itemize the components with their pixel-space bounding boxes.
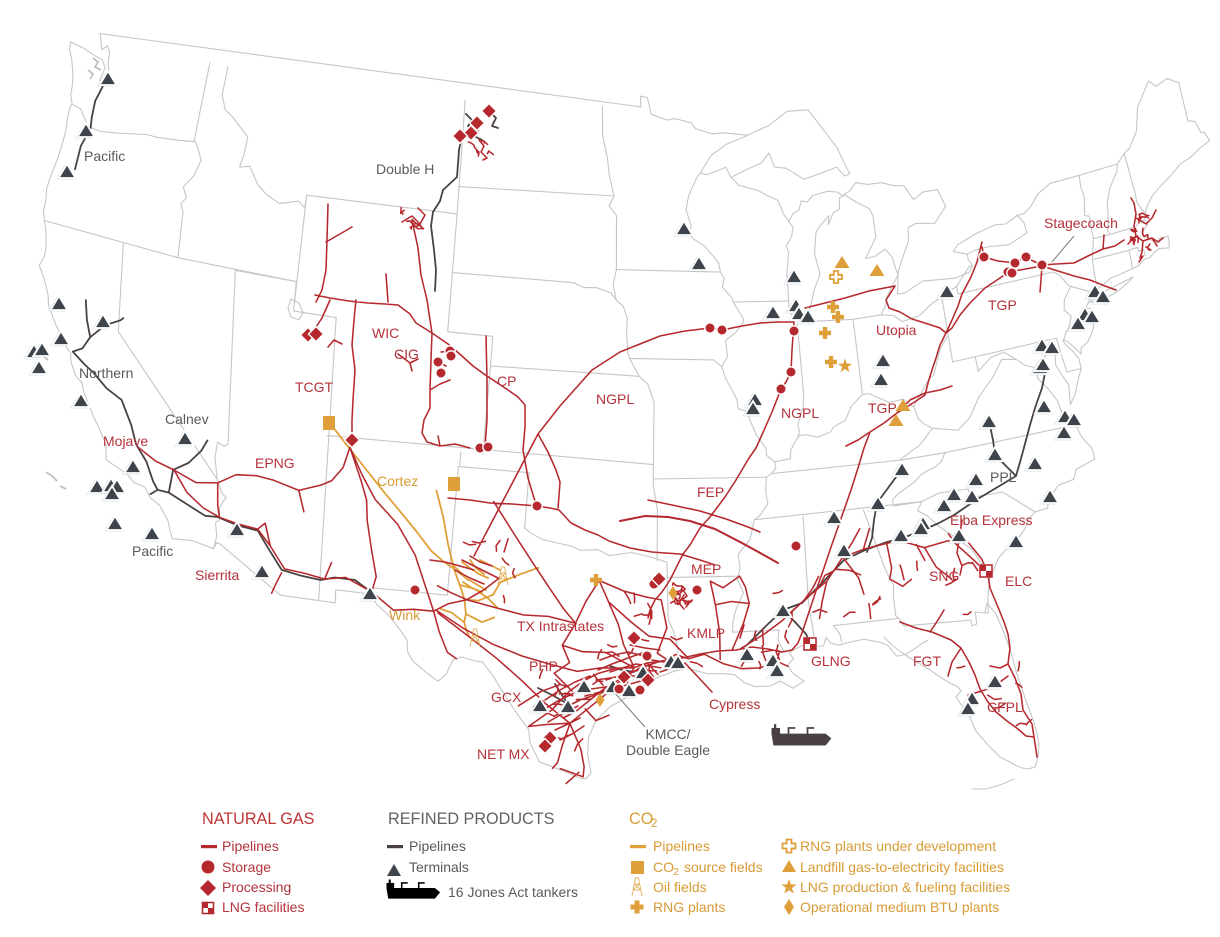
svg-text:LNG facilities: LNG facilities	[222, 899, 304, 915]
svg-text:GCX: GCX	[491, 689, 522, 705]
svg-text:Terminals: Terminals	[409, 859, 469, 875]
svg-text:EPNG: EPNG	[255, 455, 295, 471]
svg-text:Operational medium BTU plants: Operational medium BTU plants	[800, 899, 999, 915]
svg-text:Calnev: Calnev	[165, 411, 209, 427]
svg-text:TGP: TGP	[988, 297, 1017, 313]
svg-text:SNG: SNG	[929, 568, 959, 584]
svg-text:2: 2	[651, 818, 657, 830]
svg-text:ELC: ELC	[1005, 573, 1032, 589]
svg-text:Pipelines: Pipelines	[653, 838, 710, 854]
svg-text:Pacific: Pacific	[132, 543, 173, 559]
svg-text:KMCC/: KMCC/	[645, 726, 690, 742]
svg-text:NATURAL GAS: NATURAL GAS	[202, 810, 315, 828]
svg-text:Storage: Storage	[222, 859, 271, 875]
svg-text:LNG production & fueling facil: LNG production & fueling facilities	[800, 879, 1010, 895]
svg-text:RNG plants under development: RNG plants under development	[800, 838, 996, 854]
svg-text:Northern: Northern	[79, 365, 133, 381]
svg-text:Double Eagle: Double Eagle	[626, 742, 710, 758]
svg-text:Pipelines: Pipelines	[409, 838, 466, 854]
svg-text:KMLP: KMLP	[687, 625, 725, 641]
svg-text:Double H: Double H	[376, 161, 434, 177]
svg-text:PPL: PPL	[990, 469, 1017, 485]
svg-text:Sierrita: Sierrita	[195, 567, 240, 583]
svg-text:CO: CO	[653, 859, 674, 875]
svg-text:RNG plants: RNG plants	[653, 899, 725, 915]
svg-text:FGT: FGT	[913, 653, 941, 669]
svg-text:MEP: MEP	[691, 561, 721, 577]
svg-text:TCGT: TCGT	[295, 379, 334, 395]
svg-text:NGPL: NGPL	[596, 391, 634, 407]
svg-text:TGP: TGP	[868, 400, 897, 416]
svg-text:Elba Express: Elba Express	[950, 512, 1032, 528]
svg-text:TX Intrastates: TX Intrastates	[517, 618, 604, 634]
svg-text:Oil fields: Oil fields	[653, 879, 707, 895]
svg-text:CO: CO	[629, 810, 653, 828]
svg-text:Landfill gas-to-electricity fa: Landfill gas-to-electricity facilities	[800, 859, 1004, 875]
svg-text:Wink: Wink	[389, 607, 421, 623]
svg-text:CIG: CIG	[394, 346, 419, 362]
svg-text:FEP: FEP	[697, 484, 724, 500]
svg-text:source fields: source fields	[684, 859, 763, 875]
svg-text:NET MX: NET MX	[477, 746, 530, 762]
svg-text:Utopia: Utopia	[876, 322, 917, 338]
svg-text:16 Jones Act tankers: 16 Jones Act tankers	[448, 884, 578, 900]
svg-text:WIC: WIC	[372, 325, 399, 341]
svg-text:CP: CP	[497, 373, 516, 389]
svg-text:Cortez: Cortez	[377, 473, 418, 489]
svg-text:Pipelines: Pipelines	[222, 838, 279, 854]
svg-text:GLNG: GLNG	[811, 653, 851, 669]
svg-text:CFPL: CFPL	[987, 699, 1023, 715]
svg-text:Stagecoach: Stagecoach	[1044, 215, 1118, 231]
svg-text:Pacific: Pacific	[84, 148, 125, 164]
svg-text:Cypress: Cypress	[709, 696, 760, 712]
svg-text:PHP: PHP	[529, 658, 558, 674]
svg-text:REFINED PRODUCTS: REFINED PRODUCTS	[388, 810, 555, 828]
svg-text:Mojave: Mojave	[103, 433, 148, 449]
svg-text:Processing: Processing	[222, 879, 291, 895]
svg-text:NGPL: NGPL	[781, 405, 819, 421]
svg-text:2: 2	[673, 866, 679, 878]
